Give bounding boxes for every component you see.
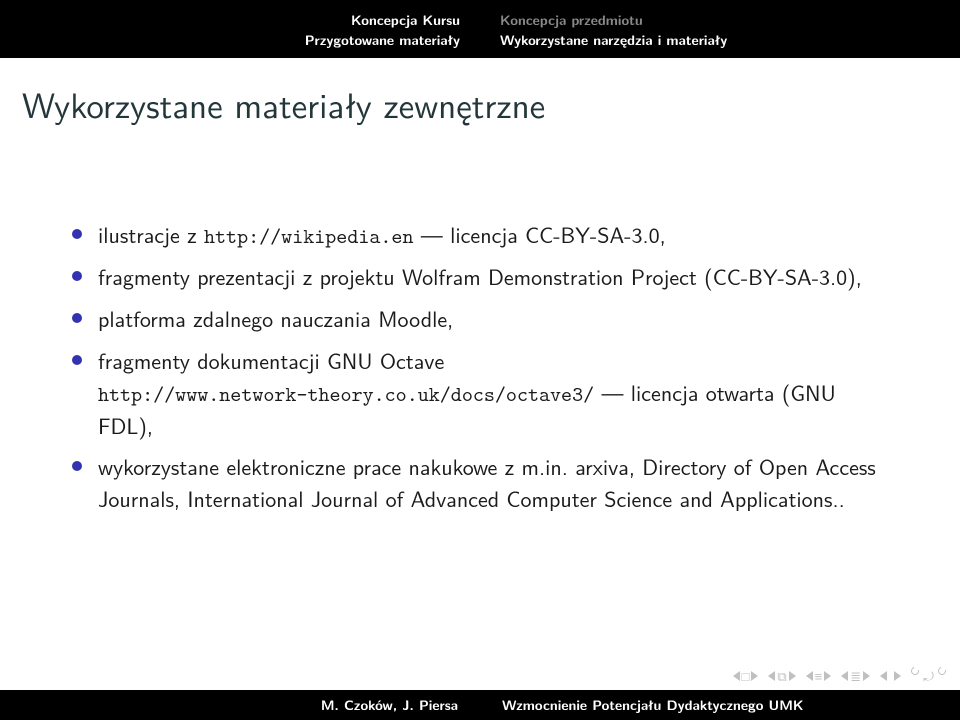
nav-prev-frame[interactable]: ⧉ [768,667,795,686]
triangle-right-icon [751,671,758,681]
header-left-top[interactable]: Koncepcja Kursu [40,10,460,30]
list-item: platforma zdalnego nauczania Moodle, [72,303,888,335]
nav-search-icon: ⤾ [921,667,936,686]
restart-icon [937,665,948,676]
bullet-text: ilustracje z [98,218,204,250]
header-left-bottom[interactable]: Przygotowane materiały [40,30,460,50]
header-right-bottom[interactable]: Wykorzystane narzędzia i materiały [500,30,920,50]
slide-footer: M. Czoków, J. Piersa Wzmocnienie Potencj… [0,690,960,720]
triangle-right-icon [824,671,831,681]
list-item: ilustracje z http://wikipedia.en — licen… [72,219,888,251]
triangle-left-icon [768,671,775,681]
nav-prev-section[interactable]: ≡ [806,667,832,686]
triangle-left-icon [733,671,740,681]
nav-restart[interactable]: ⤾ [911,667,946,686]
header-section-right[interactable]: Koncepcja przedmiotu Wykorzystane narzęd… [480,10,920,58]
beamer-nav-bar: □ ⧉ ≡ ≣ ⤾ [733,666,947,686]
nav-prev-slide[interactable]: □ [733,667,759,686]
bullet-text: fragmenty dokumentacji GNU Octave [98,344,444,376]
bullet-text: — licencja CC-BY-SA-3.0, [413,218,665,250]
header-right-top[interactable]: Koncepcja przedmiotu [500,10,920,30]
slide-content: ilustracje z http://wikipedia.en — licen… [72,219,888,515]
nav-back-forward[interactable] [880,666,901,686]
nav-section-icon: ≡ [813,667,825,686]
triangle-left-icon [806,671,813,681]
list-item: fragmenty prezentacji z projektu Wolfram… [72,261,888,293]
footer-title: Wzmocnienie Potencjału Dydaktycznego UMK [480,695,960,715]
bullet-text: wykorzystane elektroniczne prace nakukow… [98,450,876,514]
nav-prev-subsection[interactable]: ≣ [841,667,870,686]
bullet-tt: http://www.network-theory.co.uk/docs/oct… [98,380,594,408]
triangle-left-icon [841,671,848,681]
nav-subsection-icon: ≣ [848,667,863,686]
nav-box-icon: □ [740,667,752,686]
triangle-right-icon [789,671,796,681]
bullet-list: ilustracje z http://wikipedia.en — licen… [72,219,888,515]
triangle-right-icon [894,671,901,681]
header-section-left[interactable]: Koncepcja Kursu Przygotowane materiały [40,10,480,58]
bullet-text: fragmenty prezentacji z projektu Wolfram… [98,260,862,292]
triangle-right-icon [863,671,870,681]
bullet-tt: http://wikipedia.en [204,222,413,250]
triangle-left-icon [880,671,887,681]
restart-icon [910,665,921,676]
slide-title: Wykorzystane materiały zewnętrzne [22,78,960,129]
slide-header: Koncepcja Kursu Przygotowane materiały K… [0,0,960,58]
list-item: wykorzystane elektroniczne prace nakukow… [72,451,888,515]
bullet-text: platforma zdalnego nauczania Moodle, [98,302,453,334]
nav-frame-icon: ⧉ [775,667,788,686]
list-item: fragmenty dokumentacji GNU Octave http:/… [72,345,888,441]
footer-author: M. Czoków, J. Piersa [0,695,480,715]
